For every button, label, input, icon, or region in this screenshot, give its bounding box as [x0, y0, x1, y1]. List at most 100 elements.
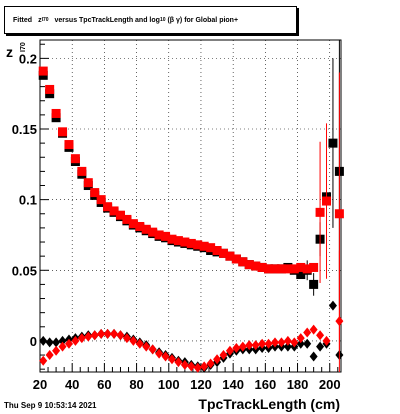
data-point-square	[231, 254, 241, 264]
data-point-diamond	[283, 341, 292, 352]
data-point-diamond	[303, 327, 312, 338]
data-point-diamond	[122, 333, 131, 344]
data-point-diamond	[142, 341, 151, 352]
data-point-square	[328, 138, 338, 148]
data-point-diamond	[264, 338, 273, 349]
x-tick-label: 140	[222, 377, 244, 392]
data-point-square	[257, 262, 267, 272]
x-tick-label: 160	[254, 377, 276, 392]
data-point-diamond	[167, 354, 176, 365]
data-point-square	[251, 261, 261, 271]
title-beta-gamma: (β γ)	[167, 16, 183, 24]
footer-date: Thu Sep 9 10:53:14 2021	[4, 401, 97, 410]
title-prefix: Fitted	[13, 16, 33, 24]
data-point-square	[212, 246, 222, 256]
data-point-square	[334, 209, 344, 219]
data-point-square	[122, 214, 132, 224]
data-point-diamond	[90, 330, 99, 341]
data-point-square	[309, 279, 319, 289]
data-point-diamond	[328, 300, 337, 311]
data-point-square	[180, 237, 190, 247]
data-point-square	[83, 178, 93, 188]
data-point-diamond	[316, 330, 325, 341]
data-point-square	[264, 264, 274, 274]
y-axis-label-main: z	[6, 44, 13, 60]
data-point-diamond	[148, 344, 157, 355]
data-point-square	[51, 108, 61, 118]
data-point-square	[289, 264, 299, 274]
data-point-square	[302, 264, 312, 274]
data-point-diamond	[187, 361, 196, 372]
data-point-diamond	[258, 338, 267, 349]
data-point-square	[218, 248, 228, 258]
x-tick-label: 40	[65, 377, 79, 392]
data-point-diamond	[97, 328, 106, 339]
title-var-sub: I70	[41, 17, 49, 23]
data-point-square	[96, 195, 106, 205]
data-point-square	[64, 140, 74, 150]
data-point-square	[225, 251, 235, 261]
data-point-diamond	[277, 337, 286, 348]
data-point-square	[103, 202, 113, 212]
chart-title-box: Fitted z I70 versus TpcTrackLength and lo…	[4, 6, 297, 34]
data-point-diamond	[84, 331, 93, 342]
data-point-square	[161, 231, 171, 241]
data-point-diamond	[77, 333, 86, 344]
y-axis-label-sub: I70	[20, 42, 27, 52]
data-point-diamond	[52, 345, 61, 356]
title-var: z	[38, 16, 42, 24]
data-point-square	[135, 221, 145, 231]
data-point-diamond	[71, 335, 80, 346]
data-point-diamond	[58, 341, 67, 352]
data-point-diamond	[219, 350, 228, 361]
data-point-diamond	[64, 338, 73, 349]
data-point-diamond	[180, 359, 189, 370]
data-point-square	[128, 219, 138, 229]
data-point-square	[141, 224, 151, 234]
data-point-diamond	[271, 337, 280, 348]
data-point-diamond	[335, 316, 344, 327]
y-tick-label: 0.2	[19, 51, 37, 66]
data-point-square	[38, 66, 48, 76]
data-point-square	[90, 188, 100, 198]
data-point-diamond	[245, 340, 254, 351]
data-point-diamond	[251, 340, 260, 351]
data-point-square	[167, 234, 177, 244]
data-point-diamond	[200, 361, 209, 372]
data-point-square	[315, 207, 325, 217]
data-point-diamond	[290, 337, 299, 348]
data-point-square	[296, 270, 306, 280]
data-point-diamond	[116, 330, 125, 341]
data-point-square	[148, 227, 158, 237]
data-point-diamond	[129, 335, 138, 346]
y-tick-label: 0.05	[12, 263, 37, 278]
x-tick-label: 120	[190, 377, 212, 392]
data-point-diamond	[322, 335, 331, 346]
title-suffix: for Global pion+	[184, 16, 239, 24]
data-point-diamond	[232, 342, 241, 353]
data-point-square	[109, 206, 119, 216]
data-point-square	[45, 84, 55, 94]
data-point-diamond	[39, 355, 48, 366]
data-point-square	[58, 127, 68, 137]
data-point-diamond	[193, 362, 202, 373]
data-point-square	[238, 257, 248, 267]
y-tick-label: 0.1	[19, 193, 37, 208]
data-point-square	[206, 243, 216, 253]
data-point-diamond	[283, 335, 292, 346]
data-point-diamond	[103, 328, 112, 339]
data-point-square	[322, 196, 332, 206]
data-point-diamond	[135, 338, 144, 349]
data-point-square	[283, 264, 293, 274]
data-point-square	[70, 154, 80, 164]
data-point-diamond	[296, 338, 305, 349]
x-axis-label: TpcTrackLength (cm)	[198, 396, 340, 412]
data-point-diamond	[58, 335, 67, 346]
data-point-diamond	[161, 351, 170, 362]
data-point-diamond	[303, 338, 312, 349]
data-point-square	[244, 260, 254, 270]
data-point-diamond	[225, 345, 234, 356]
y-axis-label: z I70	[6, 42, 27, 60]
data-point-square	[186, 238, 196, 248]
